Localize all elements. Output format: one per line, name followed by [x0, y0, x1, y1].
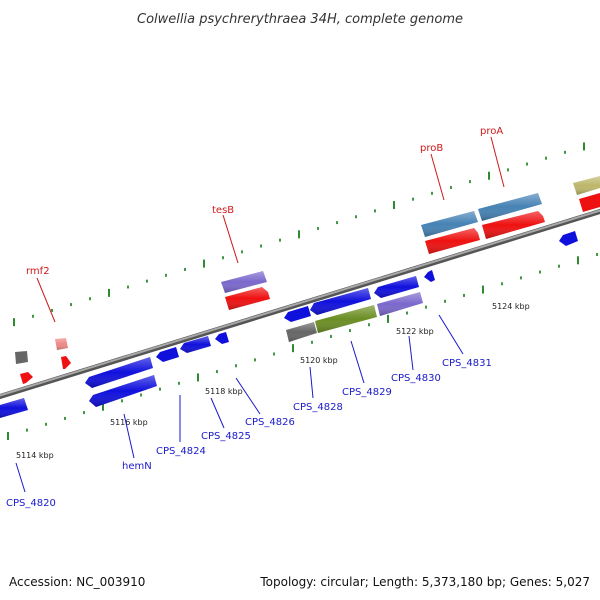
gene-feature-hemN[interactable]: [89, 375, 157, 407]
gene-feature-steel-2[interactable]: [478, 193, 542, 221]
gene-feature-blue[interactable]: [85, 357, 153, 388]
gene-feature-CPS-4826[interactable]: [215, 332, 229, 344]
gene-label-proB[interactable]: proB: [420, 143, 443, 154]
gene-feature-CPS-4830[interactable]: [377, 292, 423, 316]
gene-feature-gray[interactable]: [15, 351, 28, 364]
topology-summary: Topology: circular; Length: 5,373,180 bp…: [259, 575, 590, 589]
leader-rmf2: [36, 277, 56, 323]
gene-feature-red-small[interactable]: [20, 372, 33, 384]
gene-feature-pink[interactable]: [55, 338, 68, 350]
gene-label-rmf2[interactable]: rmf2: [26, 266, 50, 277]
genome-backbone: [0, 208, 600, 400]
gene-feature-blue-right[interactable]: [559, 231, 578, 246]
accession-text: Accession: NC_003910: [9, 575, 145, 589]
gene-labels-bottom: CPS_4820 hemN CPS_4824 CPS_4825 CPS_4826…: [6, 358, 492, 509]
leader-CPS-4820: [15, 462, 26, 493]
gene-feature-CPS-4825[interactable]: [180, 336, 211, 353]
map-title: Colwellia psychrerythraea 34H, complete …: [137, 12, 463, 27]
leader-CPS-4830: [408, 335, 414, 371]
gene-label-CPS-4824[interactable]: CPS_4824: [156, 446, 206, 457]
scale-label: 5120 kbp: [300, 356, 338, 365]
leader-tesB: [222, 214, 239, 264]
tick-row-lower: [7, 252, 598, 440]
leader-proB: [430, 153, 445, 201]
gene-feature-khaki[interactable]: [573, 176, 600, 195]
gene-feature-CPS-4824[interactable]: [156, 347, 179, 362]
gene-label-CPS-4826[interactable]: CPS_4826: [245, 417, 295, 428]
gene-feature-CPS-4831[interactable]: [424, 270, 435, 282]
scale-label: 5118 kbp: [205, 387, 243, 396]
gene-feature-proA[interactable]: [482, 211, 545, 239]
gene-feature-blue-mid[interactable]: [374, 276, 419, 298]
gene-label-CPS-4828[interactable]: CPS_4828: [293, 402, 343, 413]
gene-feature-proB[interactable]: [425, 228, 480, 254]
label-leader-lines: [15, 136, 505, 493]
gene-feature-purple[interactable]: [221, 271, 267, 293]
gene-label-CPS-4831[interactable]: CPS_4831: [442, 358, 492, 369]
scale-labels: 5114 kbp 5116 kbp 5118 kbp 5120 kbp 5122…: [16, 302, 530, 460]
leader-hemN: [123, 413, 135, 459]
leader-CPS-4831: [438, 314, 464, 355]
leader-CPS-4825: [210, 397, 225, 429]
scale-label: 5124 kbp: [492, 302, 530, 311]
gene-label-CPS-4820[interactable]: CPS_4820: [6, 498, 56, 509]
gene-feature-CPS-4829[interactable]: [315, 305, 377, 333]
gene-label-tesB[interactable]: tesB: [212, 205, 234, 216]
gene-feature-steel-1[interactable]: [421, 211, 478, 237]
gene-label-CPS-4830[interactable]: CPS_4830: [391, 373, 441, 384]
gene-feature-red-edge[interactable]: [579, 193, 600, 212]
gene-feature-rmf2[interactable]: [61, 356, 71, 369]
leader-CPS-4826: [235, 377, 261, 415]
gene-label-CPS-4825[interactable]: CPS_4825: [201, 431, 251, 442]
gene-label-CPS-4829[interactable]: CPS_4829: [342, 387, 392, 398]
gene-feature-tesB[interactable]: [225, 287, 270, 310]
gene-feature-CPS-4828[interactable]: [284, 306, 311, 322]
leader-CPS-4829: [350, 340, 365, 384]
gene-feature-blue-edge[interactable]: [0, 398, 28, 418]
gene-label-hemN[interactable]: hemN: [122, 461, 152, 472]
gene-labels-top: rmf2 tesB proB proA: [26, 126, 503, 277]
gene-label-proA[interactable]: proA: [480, 126, 503, 137]
gene-features: [0, 176, 600, 418]
leader-proA: [490, 136, 505, 188]
scale-label: 5122 kbp: [396, 327, 434, 336]
gene-feature-gray-lower[interactable]: [286, 322, 317, 342]
scale-label: 5114 kbp: [16, 451, 54, 460]
scale-label: 5116 kbp: [110, 418, 148, 427]
leader-CPS-4828: [309, 366, 314, 399]
tick-row-upper: [13, 142, 585, 327]
gene-feature-blue-long[interactable]: [310, 288, 371, 315]
